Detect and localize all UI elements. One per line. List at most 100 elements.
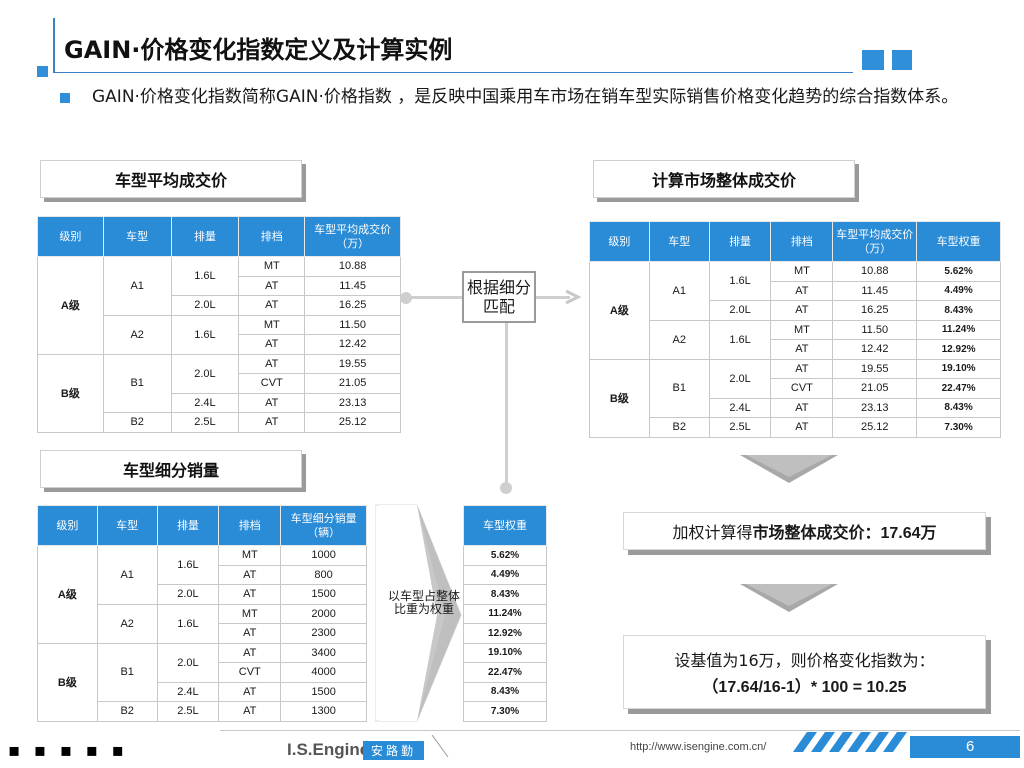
header-sales: 车型细分销量（辆） <box>280 505 367 546</box>
arrow-right-icon <box>565 289 582 305</box>
cell-disp: 1.6L <box>170 256 240 296</box>
footer-url[interactable]: http://www.isengine.com.cn/ <box>630 741 767 753</box>
cell-price: 12.42 <box>832 339 918 360</box>
cell-price: 21.05 <box>304 373 401 394</box>
cell-weight: 7.30% <box>463 701 547 722</box>
cell-disp: 2.0L <box>156 642 220 683</box>
table-row: A2 1.6L MT 11.50 11.24% <box>590 319 1001 360</box>
cell-level: A级 <box>37 256 104 355</box>
cell-gear: MT <box>238 256 306 277</box>
cell-price: 16.25 <box>304 295 401 316</box>
cell-model: B1 <box>648 358 710 418</box>
cell-weight: 19.10% <box>916 358 1001 379</box>
result-value: 17.64万 <box>880 525 937 542</box>
table-row: B2 2.5L AT 25.12 7.30% <box>590 417 1001 438</box>
cell-disp: 1.6L <box>708 261 772 301</box>
cell-disp: 2.0L <box>170 353 240 394</box>
cell-sales: 3400 <box>280 642 367 663</box>
cell-disp: 2.0L <box>156 584 220 605</box>
cell-disp: 1.6L <box>708 319 772 360</box>
cell-sales: 2000 <box>280 603 367 624</box>
weight-table: 车型权重 5.62% 4.49% 8.43% 11.24% 12.92% 19.… <box>463 505 547 722</box>
result-label: 市场整体成交价： <box>752 523 881 542</box>
cell-weight: 8.43% <box>916 300 1001 321</box>
table-row: 4.49% <box>463 564 547 585</box>
chevron-arrow-icon <box>375 504 462 722</box>
cell-gear: AT <box>218 701 282 722</box>
cell-price: 10.88 <box>304 256 401 277</box>
cell-gear: MT <box>218 545 282 566</box>
cell-model: B2 <box>96 701 158 722</box>
table-row: 22.47% <box>463 662 547 683</box>
cell-disp: 2.5L <box>156 701 220 722</box>
cell-model: A1 <box>102 256 172 316</box>
header-gear: 排档 <box>770 221 834 262</box>
cell-disp: 1.6L <box>170 314 240 355</box>
cell-disp: 2.5L <box>708 417 772 438</box>
cell-weight: 22.47% <box>463 662 547 683</box>
table-row: 8.43% <box>463 584 547 605</box>
index-line1: 设基值为16万，则价格变化指数为： <box>674 651 935 670</box>
table-row: AT 12.42 <box>38 334 401 355</box>
connector-line <box>410 296 462 299</box>
table-row: A级 A1 1.6L MT 1000 <box>37 545 367 644</box>
cell-sales: 1500 <box>280 584 367 605</box>
brand-logo: I.S.Engine <box>287 740 370 759</box>
cell-gear: AT <box>218 564 282 585</box>
cell-weight: 8.43% <box>463 681 547 702</box>
table-row: B级 B1 2.0L AT 19.55 19.10% <box>589 358 1001 438</box>
cell-level: A级 <box>589 261 650 360</box>
cell-gear: CVT <box>238 373 306 394</box>
cell-price: 23.13 <box>304 392 401 413</box>
connector-dot <box>400 292 412 304</box>
cell-gear: MT <box>218 603 282 624</box>
table-row: 7.30% <box>463 701 547 722</box>
cell-price: 12.42 <box>304 334 401 355</box>
title-accent-line <box>53 18 55 72</box>
cell-sales: 1000 <box>280 545 367 566</box>
cell-gear: AT <box>218 681 282 702</box>
bullet-icon <box>60 93 70 103</box>
cell-price: 16.25 <box>832 300 918 321</box>
cell-level: A级 <box>37 545 98 644</box>
cell-disp: 2.4L <box>170 392 240 413</box>
cell-weight: 11.24% <box>463 603 547 624</box>
cell-gear: AT <box>770 339 834 360</box>
header-level: 级别 <box>37 216 104 257</box>
weight-note: 以车型占整体比重为权重 <box>388 589 461 616</box>
cell-gear: CVT <box>770 378 834 399</box>
cell-price: 23.13 <box>832 397 918 418</box>
cell-sales: 4000 <box>280 662 367 683</box>
cell-price: 19.55 <box>304 353 401 374</box>
label-segment-sales: 车型细分销量 <box>40 450 302 488</box>
cell-gear: AT <box>770 280 834 301</box>
cell-price: 11.50 <box>304 314 401 335</box>
cell-gear: AT <box>238 412 306 433</box>
cell-gear: CVT <box>218 662 282 683</box>
header-model: 车型 <box>648 221 710 262</box>
cell-gear: MT <box>770 261 834 282</box>
page-number-bar <box>910 736 1020 758</box>
cell-model: A1 <box>96 545 158 605</box>
cell-weight: 7.30% <box>916 417 1001 438</box>
avg-price-table: 级别 车型 排量 排档 车型平均成交价（万） A级 A1 1.6L MT 10.… <box>37 216 401 433</box>
table-row: 8.43% <box>463 681 547 702</box>
cell-price: 11.45 <box>832 280 918 301</box>
table-row: 19.10% <box>463 642 547 663</box>
cell-price: 11.45 <box>304 275 401 296</box>
table-row: 12.92% <box>463 623 547 644</box>
cell-sales: 2300 <box>280 623 367 644</box>
cell-disp: 2.5L <box>170 412 240 433</box>
table-row: CVT 21.05 22.47% <box>590 378 1001 399</box>
cell-weight: 19.10% <box>463 642 547 663</box>
match-box: 根据细分匹配 <box>462 271 536 323</box>
page-title: GAIN·价格变化指数定义及计算实例 <box>64 36 453 64</box>
header-avg-price: 车型平均成交价（万） <box>832 221 918 262</box>
cell-gear: AT <box>770 397 834 418</box>
cell-weight: 11.24% <box>916 319 1001 340</box>
divider-slash-icon <box>431 734 449 758</box>
decor-square <box>892 50 912 70</box>
cell-gear: AT <box>238 353 306 374</box>
cell-price: 25.12 <box>304 412 401 433</box>
header-level: 级别 <box>37 505 98 546</box>
